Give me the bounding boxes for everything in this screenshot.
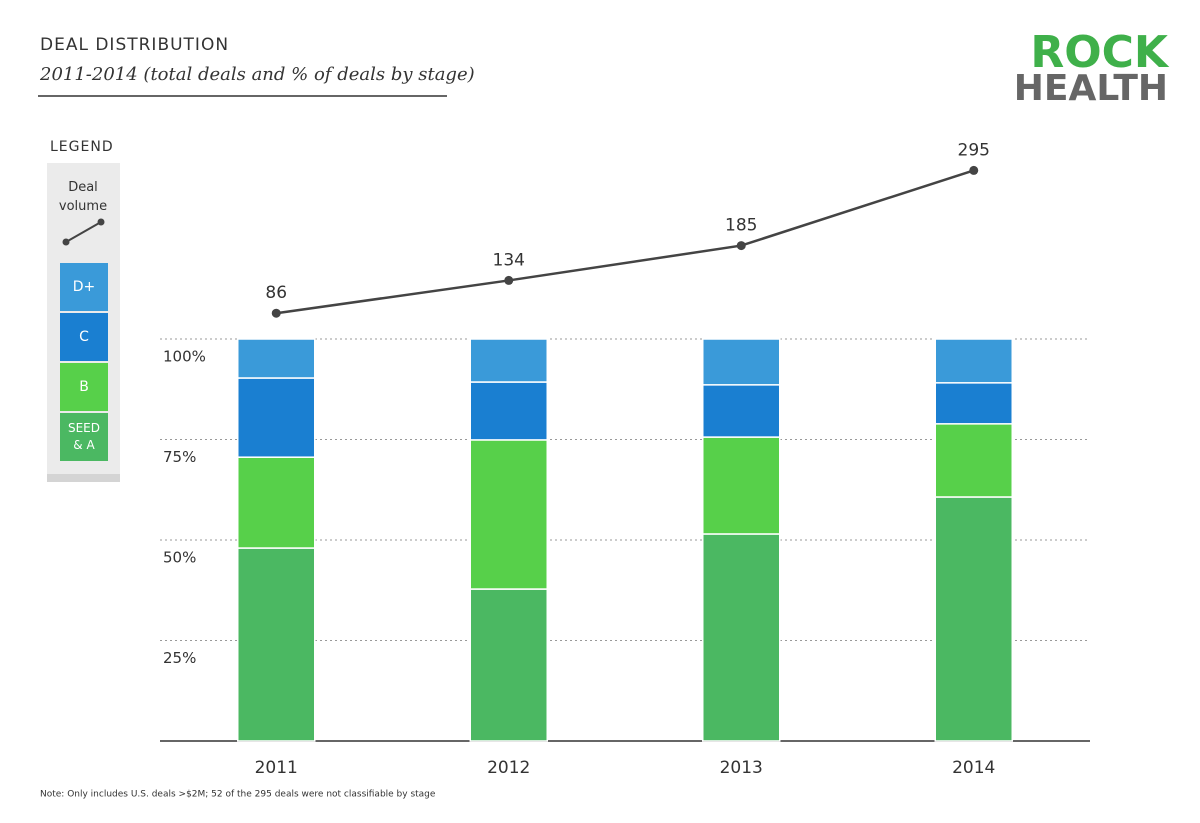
x-tick-label: 2014	[952, 758, 995, 778]
bar-segment	[934, 496, 1013, 742]
bar-segment	[934, 338, 1013, 384]
legend-line-icon	[65, 221, 102, 243]
chart-subtitle: 2011-2014 (total deals and % of deals by…	[39, 64, 475, 85]
bar-segment	[469, 381, 548, 441]
legend-line-dot	[62, 238, 70, 246]
bar-segment	[702, 338, 781, 386]
y-tick-label: 25%	[163, 649, 196, 667]
legend-swatch	[60, 363, 108, 411]
bar-segment	[469, 588, 548, 742]
x-tick-label: 2013	[720, 758, 763, 778]
legend-label: B	[79, 378, 89, 395]
logo-bottom: HEALTH	[1014, 68, 1168, 109]
y-tick-label: 100%	[163, 348, 206, 366]
x-tick-label: 2011	[255, 758, 298, 778]
bar-segment	[237, 547, 316, 742]
bar-segment	[702, 384, 781, 438]
chart-title: DEAL DISTRIBUTION	[40, 35, 229, 55]
line-point	[969, 165, 979, 175]
legend-label: Deal volume	[58, 180, 108, 214]
data-label: 134	[493, 250, 525, 270]
legend-swatch	[60, 313, 108, 361]
y-tick-label: 75%	[163, 448, 196, 466]
x-tick-label: 2012	[487, 758, 530, 778]
legend-label: D+	[72, 278, 96, 295]
y-tick-label: 50%	[163, 549, 196, 567]
bar-segment	[702, 436, 781, 535]
bar-segment	[934, 423, 1013, 498]
logo-top: ROCK	[1030, 27, 1170, 78]
legend-swatch	[60, 263, 108, 311]
legend-line-dot	[97, 218, 105, 226]
bar-segment	[237, 456, 316, 549]
legend-label: C	[79, 328, 89, 345]
line-point	[736, 241, 746, 251]
data-label: 185	[725, 216, 757, 236]
note: Note: Only includes U.S. deals >$2M; 52 …	[40, 790, 436, 800]
line-point	[504, 275, 514, 285]
bar-segment	[934, 382, 1013, 425]
data-label: 295	[958, 140, 990, 160]
bar-segment	[469, 338, 548, 383]
legend-title: LEGEND	[50, 139, 114, 155]
bar-segment	[702, 533, 781, 742]
data-label: 86	[265, 283, 287, 303]
line-point	[271, 308, 281, 318]
bar-segment	[469, 439, 548, 590]
legend-box-foot	[47, 474, 120, 482]
line	[276, 169, 975, 315]
bar-segment	[237, 338, 316, 379]
legend-swatch	[60, 413, 108, 461]
bar-segment	[237, 377, 316, 458]
legend-label: SEED & A	[67, 421, 101, 452]
